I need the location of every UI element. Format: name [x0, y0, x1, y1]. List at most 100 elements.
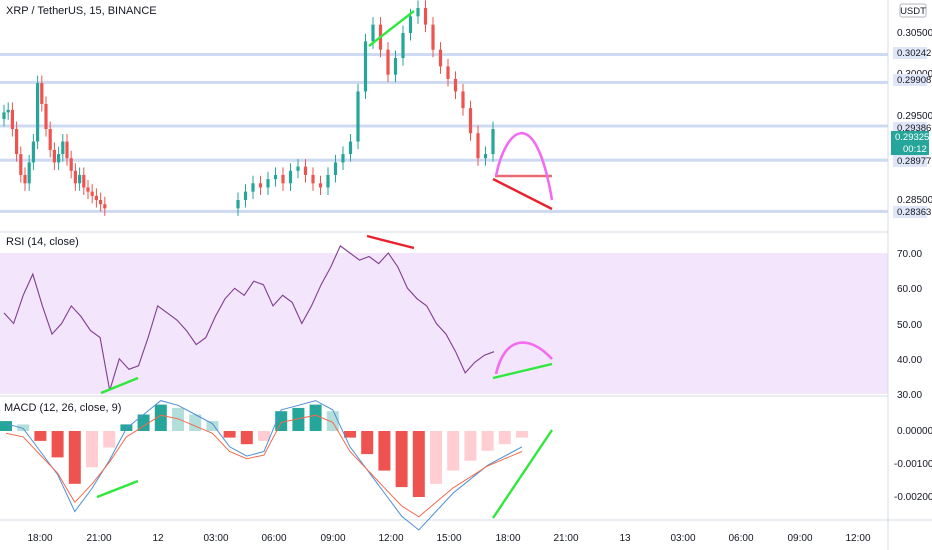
rsi-band: [0, 253, 888, 394]
level-tag: [893, 47, 927, 59]
currency-badge[interactable]: [899, 3, 927, 18]
candle-body: [333, 162, 338, 175]
level-tag-label: 0.30242: [897, 48, 931, 59]
macd-histogram-bar: [498, 431, 511, 445]
price-bear-projection-line: [492, 177, 553, 211]
rsi-tick: 70.00: [897, 249, 922, 260]
macd-tick: -0.00200: [894, 492, 932, 503]
macd-histogram-bar: [240, 431, 253, 445]
macd-histogram-bar: [172, 407, 184, 431]
candle-body: [94, 195, 98, 200]
candle-body: [453, 78, 458, 92]
time-tick: 03:00: [203, 533, 228, 544]
candle-body: [401, 33, 405, 59]
candle-body: [281, 174, 285, 184]
candle-body: [243, 191, 248, 200]
candles: [2, 0, 495, 216]
macd-histogram-bar: [17, 424, 30, 431]
candle-body: [303, 166, 308, 175]
macd-histogram-bar: [68, 431, 81, 484]
macd-histogram-bar: [86, 431, 98, 468]
macd-histogram-bar: [361, 431, 374, 455]
macd-line: [5, 400, 523, 531]
candle-body: [52, 149, 56, 163]
macd-histogram-bar: [154, 404, 167, 431]
countdown-label: 00:12: [903, 144, 927, 155]
time-tick: 06:00: [728, 533, 753, 544]
macd-histogram-bar: [344, 431, 356, 438]
price-level-line: [0, 53, 888, 57]
rsi-tick: 40.00: [897, 355, 922, 366]
macd-histogram-bar: [447, 431, 460, 471]
price-tick: 0.29500: [897, 111, 932, 122]
candle-body: [483, 154, 488, 159]
macd-histogram-bar: [0, 421, 12, 431]
candle-body: [363, 41, 368, 92]
time-tick: 09:00: [787, 533, 812, 544]
level-tag: [893, 74, 927, 86]
time-tick: 09:00: [320, 533, 345, 544]
candle-body: [31, 141, 35, 163]
symbol-title: XRP / TetherUS, 15, BINANCE: [6, 5, 157, 17]
candle-body: [236, 200, 240, 209]
macd-histogram-bar: [412, 431, 425, 497]
candle-body: [86, 187, 90, 192]
candle-body: [476, 133, 480, 159]
candle-body: [416, 7, 420, 17]
candle-body: [311, 174, 315, 184]
candle-body: [258, 183, 263, 188]
macd-histogram-bar: [258, 431, 270, 441]
macd-histogram-bar: [137, 414, 150, 431]
drawings: [96, 10, 554, 519]
price-levels: [0, 53, 888, 213]
candle-body: [341, 154, 345, 163]
price-divergence-line: [368, 10, 415, 47]
candle-body: [23, 174, 27, 184]
candle-body: [356, 91, 360, 142]
candle-body: [423, 7, 428, 25]
level-tag-label: 0.29908: [897, 75, 931, 86]
candle-body: [326, 174, 330, 188]
candle-body: [393, 58, 398, 75]
price-tick: 0.28500: [897, 195, 932, 206]
candle-body: [44, 103, 48, 130]
rsi-pane: [3, 245, 495, 391]
candle-body: [27, 162, 31, 184]
level-tag-label: 0.28977: [897, 156, 931, 167]
macd-histogram-bar: [378, 431, 391, 471]
candle-body: [2, 112, 6, 120]
candle-body: [48, 129, 52, 150]
time-tick: 18:00: [495, 533, 520, 544]
candle-body: [491, 129, 495, 155]
price-tick: 0.30500: [897, 28, 932, 39]
time-tick: 12:00: [378, 533, 403, 544]
candle-body: [82, 174, 86, 188]
candle-body: [10, 109, 14, 130]
candle-body: [19, 154, 23, 175]
candle-body: [266, 179, 270, 188]
candle-body: [468, 108, 473, 134]
rsi-line: [3, 245, 495, 391]
time-tick: 18:00: [27, 533, 52, 544]
macd-divergence-line: [96, 479, 139, 499]
rsi-title: RSI (14, close): [6, 236, 79, 248]
candle-body: [65, 141, 69, 159]
rsi-tick: 50.00: [897, 320, 922, 331]
candle-body: [69, 158, 73, 171]
candle-body: [371, 24, 375, 42]
level-tag-label: 0.28363: [897, 207, 931, 218]
rsi-projection-arc: [494, 341, 553, 375]
price-level-line: [0, 124, 888, 128]
candle-body: [73, 170, 77, 184]
currency-badge-label: USDT: [900, 6, 926, 17]
macd-histogram-bar: [34, 431, 47, 441]
macd-histogram-bar: [292, 407, 305, 431]
candle-body: [57, 154, 61, 163]
current-price-tag: [891, 131, 929, 143]
candle-body: [61, 141, 65, 155]
price-level-line: [0, 80, 888, 84]
macd-histogram-bar: [309, 404, 322, 431]
candle-body: [36, 83, 40, 142]
candle-body: [288, 170, 293, 184]
